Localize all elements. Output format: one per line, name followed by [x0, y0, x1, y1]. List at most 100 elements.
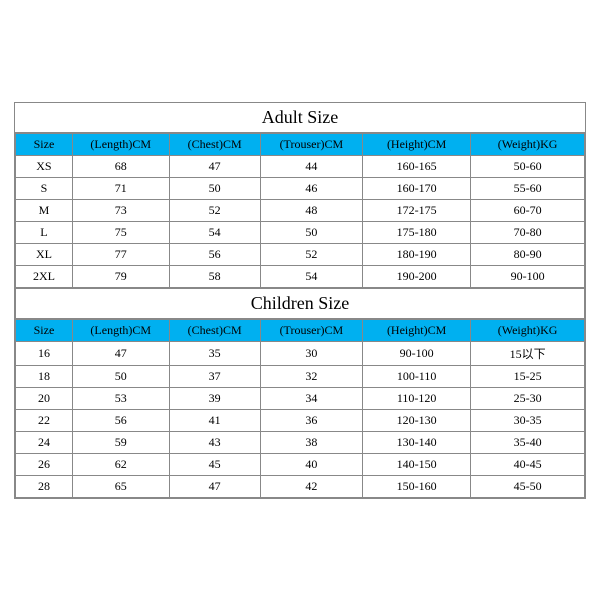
size-chart: Adult Size Size (Length)CM (Chest)CM (Tr…	[14, 102, 586, 499]
children-cell: 90-100	[363, 341, 471, 365]
children-cell: 35-40	[471, 431, 585, 453]
children-cell: 150-160	[363, 475, 471, 497]
adult-cell: 2XL	[16, 265, 73, 287]
children-cell: 47	[169, 475, 260, 497]
children-cell: 53	[72, 387, 169, 409]
adult-cell: 73	[72, 199, 169, 221]
children-cell: 25-30	[471, 387, 585, 409]
children-row: 20533934110-12025-30	[16, 387, 585, 409]
children-row: 24594338130-14035-40	[16, 431, 585, 453]
children-cell: 47	[72, 341, 169, 365]
children-cell: 45-50	[471, 475, 585, 497]
adult-cell: 44	[260, 155, 362, 177]
adult-cell: 180-190	[363, 243, 471, 265]
adult-cell: 47	[169, 155, 260, 177]
adult-title: Adult Size	[15, 103, 585, 133]
adult-cell: 77	[72, 243, 169, 265]
adult-row: 2XL795854190-20090-100	[16, 265, 585, 287]
children-cell: 65	[72, 475, 169, 497]
adult-cell: 52	[169, 199, 260, 221]
adult-cell: 172-175	[363, 199, 471, 221]
adult-cell: 56	[169, 243, 260, 265]
adult-cell: 60-70	[471, 199, 585, 221]
adult-cell: 79	[72, 265, 169, 287]
children-cell: 30-35	[471, 409, 585, 431]
col-chest: (Chest)CM	[169, 319, 260, 341]
children-cell: 24	[16, 431, 73, 453]
adult-cell: 160-170	[363, 177, 471, 199]
col-length: (Length)CM	[72, 319, 169, 341]
adult-cell: 68	[72, 155, 169, 177]
children-cell: 40	[260, 453, 362, 475]
adult-cell: 55-60	[471, 177, 585, 199]
adult-cell: 90-100	[471, 265, 585, 287]
children-cell: 37	[169, 365, 260, 387]
children-cell: 120-130	[363, 409, 471, 431]
children-cell: 45	[169, 453, 260, 475]
children-cell: 100-110	[363, 365, 471, 387]
adult-cell: L	[16, 221, 73, 243]
children-cell: 62	[72, 453, 169, 475]
col-trouser: (Trouser)CM	[260, 319, 362, 341]
children-cell: 42	[260, 475, 362, 497]
children-cell: 56	[72, 409, 169, 431]
adult-cell: XS	[16, 155, 73, 177]
adult-cell: XL	[16, 243, 73, 265]
children-cell: 26	[16, 453, 73, 475]
adult-cell: 80-90	[471, 243, 585, 265]
children-cell: 30	[260, 341, 362, 365]
adult-cell: 190-200	[363, 265, 471, 287]
adult-cell: 48	[260, 199, 362, 221]
children-cell: 32	[260, 365, 362, 387]
adult-row: M735248172-17560-70	[16, 199, 585, 221]
col-height: (Height)CM	[363, 133, 471, 155]
adult-cell: 75	[72, 221, 169, 243]
children-cell: 39	[169, 387, 260, 409]
children-cell: 38	[260, 431, 362, 453]
children-cell: 50	[72, 365, 169, 387]
adult-row: S715046160-17055-60	[16, 177, 585, 199]
adult-cell: 71	[72, 177, 169, 199]
children-cell: 34	[260, 387, 362, 409]
col-height: (Height)CM	[363, 319, 471, 341]
children-cell: 43	[169, 431, 260, 453]
children-section: Children Size	[15, 288, 585, 319]
adult-cell: 50	[169, 177, 260, 199]
adult-row: XL775652180-19080-90	[16, 243, 585, 265]
children-row: 22564136120-13030-35	[16, 409, 585, 431]
col-weight: (Weight)KG	[471, 319, 585, 341]
adult-cell: 52	[260, 243, 362, 265]
children-row: 26624540140-15040-45	[16, 453, 585, 475]
col-size: Size	[16, 133, 73, 155]
children-cell: 59	[72, 431, 169, 453]
children-cell: 41	[169, 409, 260, 431]
children-cell: 16	[16, 341, 73, 365]
children-cell: 15以下	[471, 341, 585, 365]
children-cell: 130-140	[363, 431, 471, 453]
col-weight: (Weight)KG	[471, 133, 585, 155]
children-row: 18503732100-11015-25	[16, 365, 585, 387]
adult-cell: S	[16, 177, 73, 199]
adult-cell: M	[16, 199, 73, 221]
children-cell: 110-120	[363, 387, 471, 409]
children-cell: 28	[16, 475, 73, 497]
children-cell: 22	[16, 409, 73, 431]
adult-cell: 50	[260, 221, 362, 243]
children-cell: 20	[16, 387, 73, 409]
adult-cell: 160-165	[363, 155, 471, 177]
children-row: 1647353090-10015以下	[16, 341, 585, 365]
adult-cell: 50-60	[471, 155, 585, 177]
adult-cell: 175-180	[363, 221, 471, 243]
adult-cell: 70-80	[471, 221, 585, 243]
col-chest: (Chest)CM	[169, 133, 260, 155]
adult-table: Size (Length)CM (Chest)CM (Trouser)CM (H…	[15, 133, 585, 288]
adult-row: L755450175-18070-80	[16, 221, 585, 243]
children-header-row: Size (Length)CM (Chest)CM (Trouser)CM (H…	[16, 319, 585, 341]
children-cell: 140-150	[363, 453, 471, 475]
adult-cell: 54	[260, 265, 362, 287]
children-cell: 40-45	[471, 453, 585, 475]
children-cell: 36	[260, 409, 362, 431]
children-table: Size (Length)CM (Chest)CM (Trouser)CM (H…	[15, 319, 585, 498]
adult-cell: 58	[169, 265, 260, 287]
adult-header-row: Size (Length)CM (Chest)CM (Trouser)CM (H…	[16, 133, 585, 155]
